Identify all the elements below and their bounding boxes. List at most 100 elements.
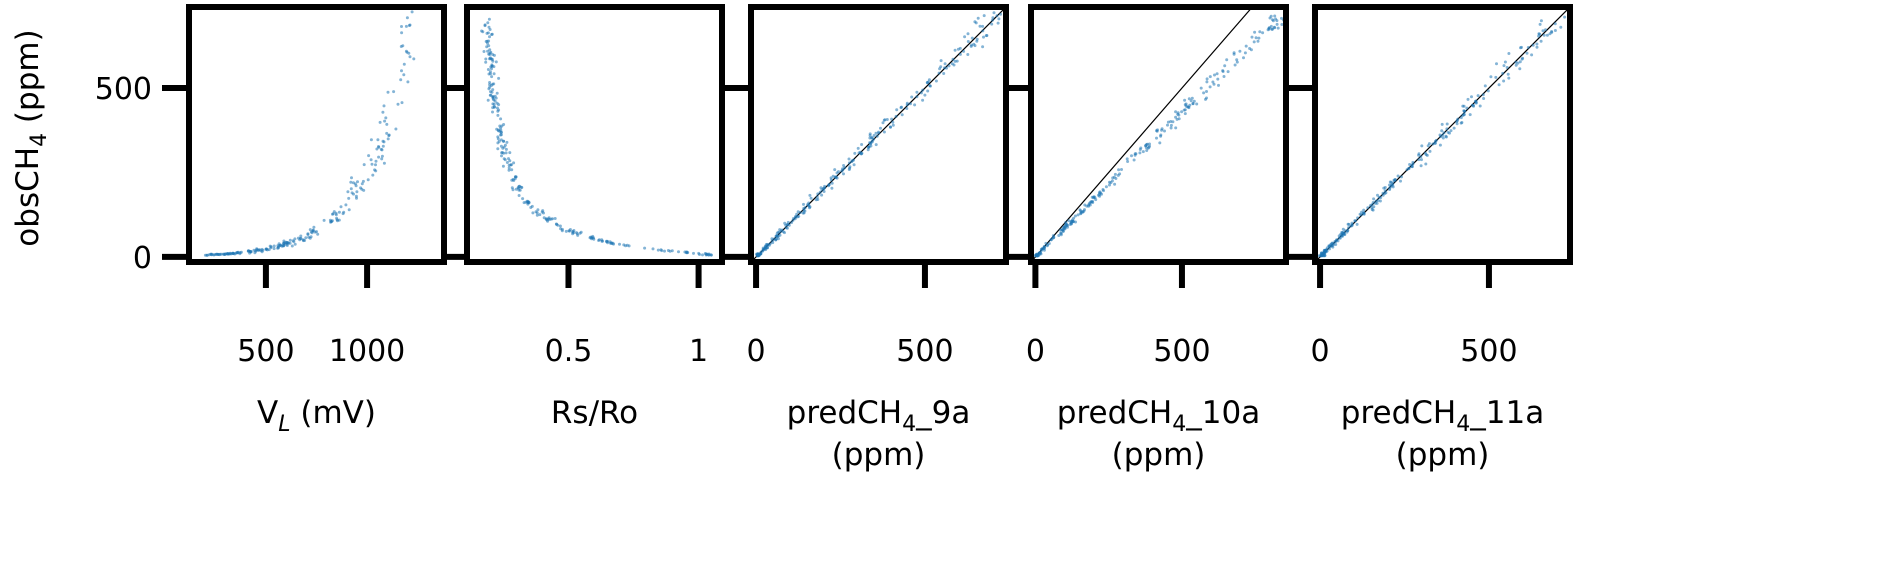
data-point [1155, 136, 1158, 140]
data-point [1325, 249, 1329, 253]
data-point [576, 233, 580, 237]
data-point [309, 235, 313, 239]
data-point [387, 134, 391, 138]
data-point [867, 145, 871, 149]
data-point [360, 182, 364, 186]
data-point [277, 242, 281, 246]
data-point [1440, 122, 1444, 126]
data-point [499, 131, 503, 134]
panel-p10a: 0 500 predCH4_10a(ppm) [1026, 4, 1289, 473]
data-point [1268, 16, 1272, 20]
data-point [405, 16, 409, 20]
data-point [1444, 134, 1448, 138]
data-point [502, 139, 505, 143]
x-axis-label: Rs/Ro [551, 395, 638, 431]
data-point [820, 188, 824, 192]
data-point [380, 154, 384, 158]
data-point [1370, 208, 1374, 211]
data-point [1393, 178, 1397, 182]
data-point [1371, 201, 1375, 204]
data-point [981, 24, 985, 28]
data-point [267, 248, 271, 252]
data-point [226, 252, 230, 256]
data-point [512, 161, 516, 165]
data-point [921, 98, 925, 102]
data-point [870, 136, 874, 140]
data-point [1426, 144, 1430, 148]
data-point [499, 128, 503, 132]
data-point [1526, 46, 1530, 49]
data-point [1254, 36, 1258, 40]
data-point [408, 55, 412, 59]
data-point [1108, 180, 1111, 184]
data-point [815, 195, 819, 199]
data-point [1471, 103, 1475, 107]
data-point [612, 242, 615, 246]
data-point [841, 167, 845, 171]
data-point [1465, 106, 1469, 110]
data-point [312, 225, 316, 229]
data-point [962, 49, 966, 53]
data-point [1550, 30, 1554, 33]
data-point [497, 139, 501, 143]
data-point [1145, 149, 1149, 152]
data-point [405, 50, 409, 54]
data-point [822, 190, 826, 193]
data-point [1276, 26, 1280, 30]
data-point [1410, 165, 1414, 169]
data-point [802, 202, 805, 206]
data-point [856, 146, 860, 150]
data-point [1174, 126, 1178, 130]
data-point [947, 64, 951, 68]
data-point [808, 193, 812, 197]
data-point [1478, 104, 1482, 108]
data-point [1280, 16, 1283, 20]
data-point [1424, 153, 1428, 157]
data-point [765, 246, 769, 250]
data-point [1205, 77, 1209, 81]
data-point [1486, 89, 1490, 93]
data-point [203, 253, 207, 257]
data-point [974, 21, 978, 25]
data-point [507, 157, 510, 161]
data-point [410, 10, 414, 14]
data-point [1189, 99, 1193, 103]
data-point [492, 53, 496, 57]
data-point [380, 148, 384, 152]
data-point [981, 29, 985, 33]
data-point [1271, 19, 1275, 23]
data-point [360, 187, 364, 191]
data-point [248, 249, 252, 253]
data-point [381, 144, 385, 148]
data-point [494, 60, 498, 64]
data-point [499, 144, 503, 148]
data-point [1183, 112, 1187, 116]
data-point [1553, 29, 1557, 32]
data-point [1482, 97, 1486, 100]
data-point [507, 163, 511, 167]
data-point [1205, 90, 1208, 93]
data-point [483, 24, 487, 28]
data-point [860, 143, 864, 146]
data-point [852, 163, 856, 167]
panel-rsro: 0.5 1 Rs/Ro [464, 4, 725, 431]
data-point [254, 249, 258, 252]
data-point [298, 236, 302, 240]
data-point [316, 232, 320, 236]
data-point [942, 72, 946, 75]
data-point [618, 242, 621, 246]
data-point [625, 243, 629, 247]
data-point [591, 234, 595, 238]
data-point [1334, 243, 1338, 246]
data-point [926, 89, 930, 93]
data-point [486, 49, 490, 53]
data-point [943, 62, 947, 66]
data-point [847, 168, 851, 171]
data-point [383, 119, 387, 123]
scatter-points [480, 17, 713, 257]
data-point [1187, 97, 1191, 101]
data-point [1433, 141, 1437, 145]
data-point [842, 164, 846, 167]
data-point [500, 154, 503, 158]
data-point [400, 101, 404, 105]
